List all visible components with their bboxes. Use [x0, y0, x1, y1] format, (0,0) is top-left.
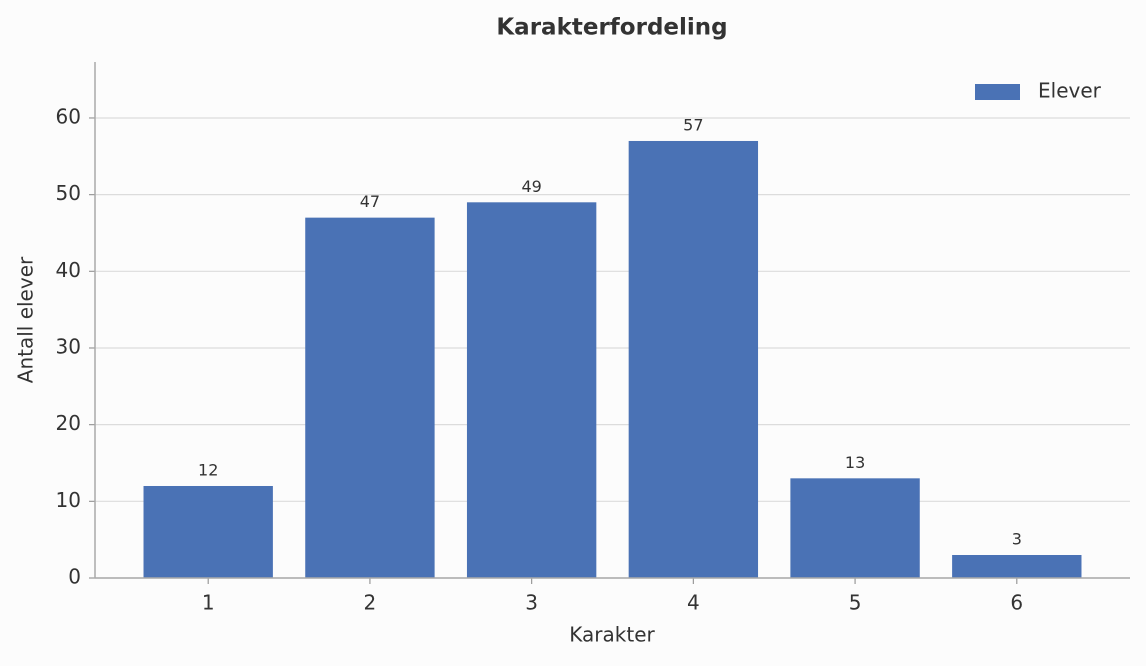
y-tick-label: 60 [56, 104, 81, 128]
legend-label: Elever [1038, 79, 1102, 103]
x-axis-label: Karakter [569, 623, 655, 647]
data-label: 13 [845, 453, 865, 472]
data-label: 49 [521, 177, 541, 196]
bar [790, 478, 920, 578]
bar [143, 485, 273, 578]
data-label: 3 [1012, 529, 1022, 548]
x-tick-label: 5 [849, 591, 862, 615]
legend-swatch [975, 84, 1020, 100]
data-label: 47 [360, 192, 380, 211]
bar [628, 140, 759, 578]
bar [305, 217, 435, 579]
y-tick-label: 30 [56, 334, 81, 358]
y-tick-label: 20 [56, 411, 81, 435]
x-tick-label: 6 [1010, 591, 1023, 615]
x-tick-label: 3 [525, 591, 538, 615]
data-label: 57 [683, 115, 703, 134]
x-tick-label: 4 [687, 591, 700, 615]
y-tick-label: 40 [56, 258, 81, 282]
y-axis-label: Antall elever [14, 256, 38, 383]
bar [466, 202, 597, 578]
x-tick-label: 2 [364, 591, 377, 615]
data-label: 12 [198, 460, 218, 479]
y-tick-label: 50 [56, 181, 81, 205]
x-tick-label: 1 [202, 591, 215, 615]
y-tick-label: 10 [56, 488, 81, 512]
chart-title: Karakterfordeling [496, 15, 727, 41]
y-tick-label: 0 [68, 565, 81, 589]
bar [952, 554, 1082, 578]
